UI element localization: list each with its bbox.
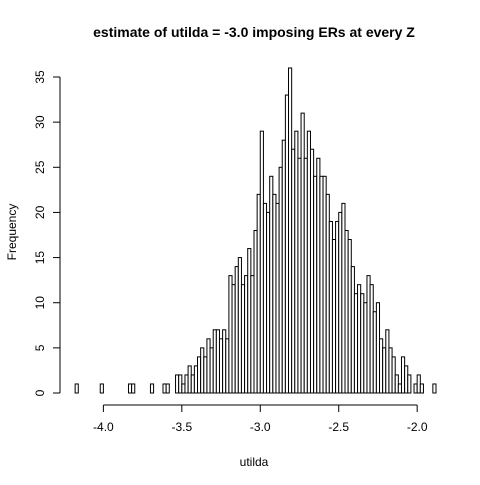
histogram-bar bbox=[419, 383, 424, 394]
x-tick-label: -2.5 bbox=[328, 420, 349, 434]
histogram-bar bbox=[432, 383, 437, 394]
x-axis: -4.0 -3.5 -3.0 -2.5 -2.0 bbox=[93, 404, 428, 434]
y-tick-label: 35 bbox=[33, 70, 47, 84]
y-tick-label: 10 bbox=[33, 296, 47, 310]
histogram-bar bbox=[131, 383, 136, 394]
x-tick-label: -4.0 bbox=[93, 420, 114, 434]
y-tick-label: 15 bbox=[33, 251, 47, 265]
x-tick-label: -3.0 bbox=[250, 420, 271, 434]
chart-title: estimate of utilda = -3.0 imposing ERs a… bbox=[93, 24, 415, 40]
histogram-bar bbox=[99, 383, 104, 394]
y-tick-label: 5 bbox=[33, 344, 47, 351]
x-tick-label: -2.0 bbox=[407, 420, 428, 434]
histogram-bar bbox=[407, 374, 412, 394]
bars-layer bbox=[74, 67, 437, 394]
y-axis-title: Frequency bbox=[5, 204, 19, 261]
y-tick-label: 25 bbox=[33, 160, 47, 174]
x-axis-title: utilda bbox=[240, 455, 269, 469]
histogram-bar bbox=[74, 383, 79, 394]
histogram-bar bbox=[165, 383, 170, 394]
y-tick-label: 30 bbox=[33, 115, 47, 129]
x-tick-label: -3.5 bbox=[171, 420, 192, 434]
y-tick-label: 0 bbox=[33, 389, 47, 396]
y-axis: 0 5 10 15 20 25 30 35 bbox=[33, 70, 61, 396]
histogram-bar bbox=[149, 383, 155, 394]
y-tick-label: 20 bbox=[33, 205, 47, 219]
